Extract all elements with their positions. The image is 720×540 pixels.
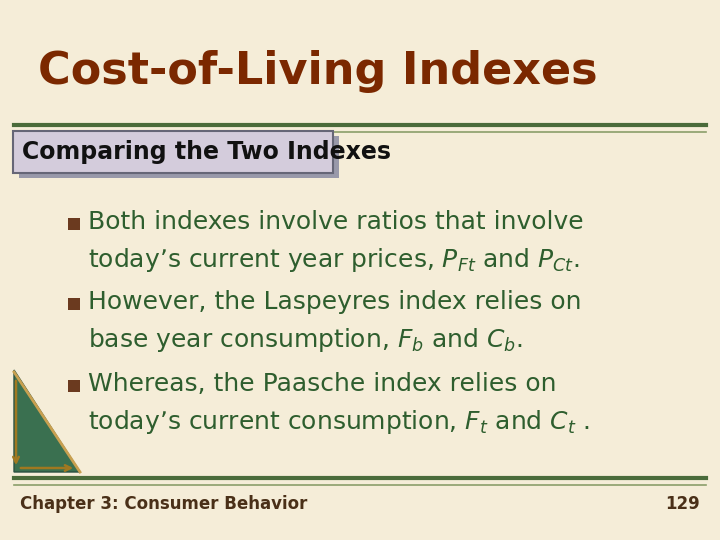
Bar [68,298,80,310]
Text: Cost-of-Living Indexes: Cost-of-Living Indexes [38,50,598,93]
Text: However, the Laspeyres index relies on
base year consumption, $F_b$ and $C_b$.: However, the Laspeyres index relies on b… [88,290,582,354]
Bar [68,218,80,230]
Text: Chapter 3: Consumer Behavior: Chapter 3: Consumer Behavior [20,495,307,513]
Polygon shape [14,370,80,472]
Text: Whereas, the Paasche index relies on
today’s current consumption, $F_t$ and $C_t: Whereas, the Paasche index relies on tod… [88,372,590,436]
Text: Both indexes involve ratios that involve
today’s current year prices, $P_{Ft}$ a: Both indexes involve ratios that involve… [88,210,584,274]
Text: Comparing the Two Indexes: Comparing the Two Indexes [22,140,391,164]
Text: 129: 129 [665,495,700,513]
Bar [68,380,80,392]
FancyBboxPatch shape [19,136,339,178]
FancyBboxPatch shape [13,131,333,173]
